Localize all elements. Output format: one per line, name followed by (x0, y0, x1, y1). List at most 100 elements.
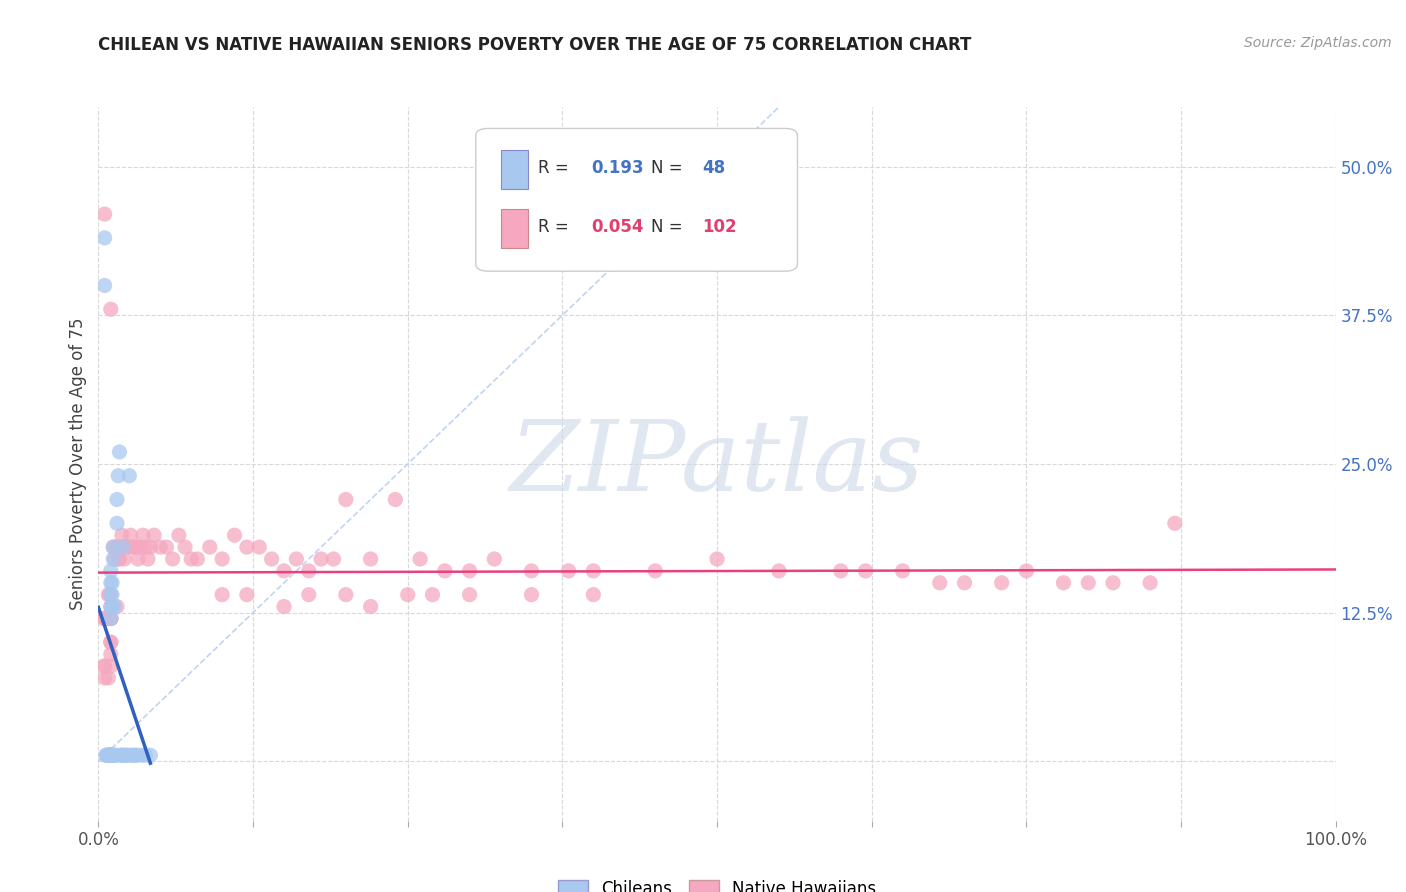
Point (98, 588, 121, 602)
Point (260, 552, 283, 566)
Point (211, 588, 233, 602)
Point (1052, 575, 1074, 590)
Point (103, 540, 125, 554)
Point (100, 588, 122, 602)
Point (143, 528, 166, 542)
Point (557, 564, 579, 578)
Point (644, 564, 666, 578)
Point (122, 748, 145, 763)
Point (100, 647, 122, 661)
Point (94, 748, 117, 763)
Point (108, 445, 131, 459)
Point (100, 748, 122, 763)
Point (105, 599, 128, 614)
Point (101, 575, 124, 590)
Point (93, 611, 115, 625)
Point (124, 540, 146, 554)
Point (98, 748, 121, 763)
Point (990, 575, 1012, 590)
Point (134, 748, 156, 763)
Point (107, 552, 129, 566)
Point (186, 552, 208, 566)
Point (298, 588, 321, 602)
Point (120, 748, 142, 763)
Point (236, 588, 259, 602)
Point (236, 540, 259, 554)
Point (103, 552, 125, 566)
Point (100, 748, 122, 763)
Point (360, 552, 382, 566)
Point (100, 611, 122, 625)
Point (211, 552, 233, 566)
Point (112, 552, 135, 566)
Point (105, 492, 128, 507)
Point (96, 611, 118, 625)
Point (298, 564, 321, 578)
Point (93, 659, 115, 673)
Point (93, 671, 115, 685)
Point (124, 748, 146, 763)
Text: R =: R = (537, 159, 574, 177)
Point (162, 552, 184, 566)
Point (855, 564, 877, 578)
Point (98, 748, 121, 763)
Point (322, 552, 344, 566)
Point (93, 278, 115, 293)
Point (422, 588, 444, 602)
Point (100, 748, 122, 763)
FancyBboxPatch shape (501, 209, 527, 248)
Point (97, 748, 120, 763)
Text: 0.193: 0.193 (591, 159, 644, 177)
Point (139, 540, 162, 554)
Point (110, 748, 132, 763)
Point (149, 540, 172, 554)
Text: N =: N = (651, 159, 689, 177)
Point (129, 540, 152, 554)
Point (100, 599, 122, 614)
Point (111, 748, 134, 763)
Point (110, 540, 132, 554)
Y-axis label: Seniors Poverty Over the Age of 75: Seniors Poverty Over the Age of 75 (69, 318, 87, 610)
Point (100, 611, 122, 625)
Point (100, 564, 122, 578)
Point (1102, 575, 1125, 590)
Text: Source: ZipAtlas.com: Source: ZipAtlas.com (1244, 36, 1392, 50)
Point (335, 588, 357, 602)
FancyBboxPatch shape (501, 150, 527, 189)
Point (98, 611, 121, 625)
Point (706, 552, 728, 566)
Point (100, 659, 122, 673)
Point (107, 468, 129, 483)
Point (98, 748, 121, 763)
Point (112, 748, 135, 763)
Text: R =: R = (537, 218, 574, 235)
Point (830, 564, 852, 578)
Point (96, 611, 118, 625)
Text: ZIPatlas: ZIPatlas (510, 417, 924, 511)
Point (93, 659, 115, 673)
Point (247, 540, 270, 554)
Point (101, 748, 124, 763)
Point (103, 552, 125, 566)
Point (104, 748, 127, 763)
Point (100, 611, 122, 625)
Point (103, 540, 125, 554)
Text: 0.054: 0.054 (591, 218, 644, 235)
Point (101, 748, 124, 763)
Point (108, 552, 131, 566)
Text: CHILEAN VS NATIVE HAWAIIAN SENIORS POVERTY OVER THE AGE OF 75 CORRELATION CHART: CHILEAN VS NATIVE HAWAIIAN SENIORS POVER… (98, 36, 972, 54)
Point (118, 468, 141, 483)
Point (139, 748, 162, 763)
Point (180, 552, 202, 566)
Point (125, 748, 148, 763)
Point (100, 611, 122, 625)
Point (93, 611, 115, 625)
Point (100, 611, 122, 625)
Point (93, 611, 115, 625)
Point (112, 540, 135, 554)
Point (891, 564, 914, 578)
Point (1139, 575, 1161, 590)
Point (93, 231, 115, 245)
Point (120, 528, 142, 542)
Point (105, 516, 128, 531)
